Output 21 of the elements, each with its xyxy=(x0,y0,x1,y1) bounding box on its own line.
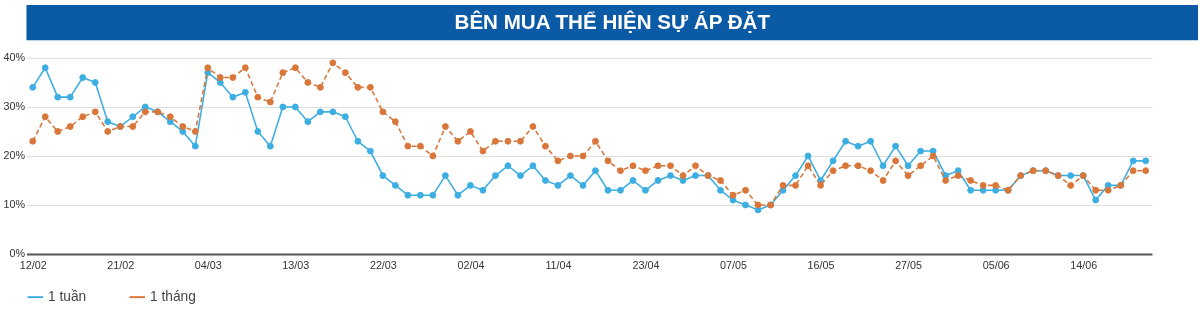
x-tick-label: 11/04 xyxy=(545,259,572,272)
legend-label: 1 tháng xyxy=(150,289,196,305)
legend-label: 1 tuần xyxy=(48,289,87,305)
x-tick-label: 13/03 xyxy=(282,259,310,272)
y-tick-label: 40% xyxy=(3,51,26,64)
x-tick-label: 22/03 xyxy=(369,259,397,272)
y-tick-label: 20% xyxy=(3,149,26,162)
x-tick-label: 14/06 xyxy=(1070,259,1098,272)
y-tick-label: 10% xyxy=(3,198,26,211)
x-tick-label: 16/05 xyxy=(807,259,835,272)
x-tick-label: 04/03 xyxy=(194,259,222,272)
chart-title: BÊN MUA THỂ HIỆN SỰ ÁP ĐẶT xyxy=(454,9,771,33)
x-tick-label: 05/06 xyxy=(982,259,1010,272)
y-tick-label: 0% xyxy=(9,247,26,260)
x-tick-label: 21/02 xyxy=(107,259,135,272)
x-tick-label: 02/04 xyxy=(457,259,485,272)
x-tick-label: 27/05 xyxy=(895,259,923,272)
x-tick-label: 23/04 xyxy=(632,259,660,272)
x-tick-label: 12/02 xyxy=(19,259,47,272)
x-tick-label: 07/05 xyxy=(720,259,747,272)
y-tick-label: 30% xyxy=(3,100,26,113)
